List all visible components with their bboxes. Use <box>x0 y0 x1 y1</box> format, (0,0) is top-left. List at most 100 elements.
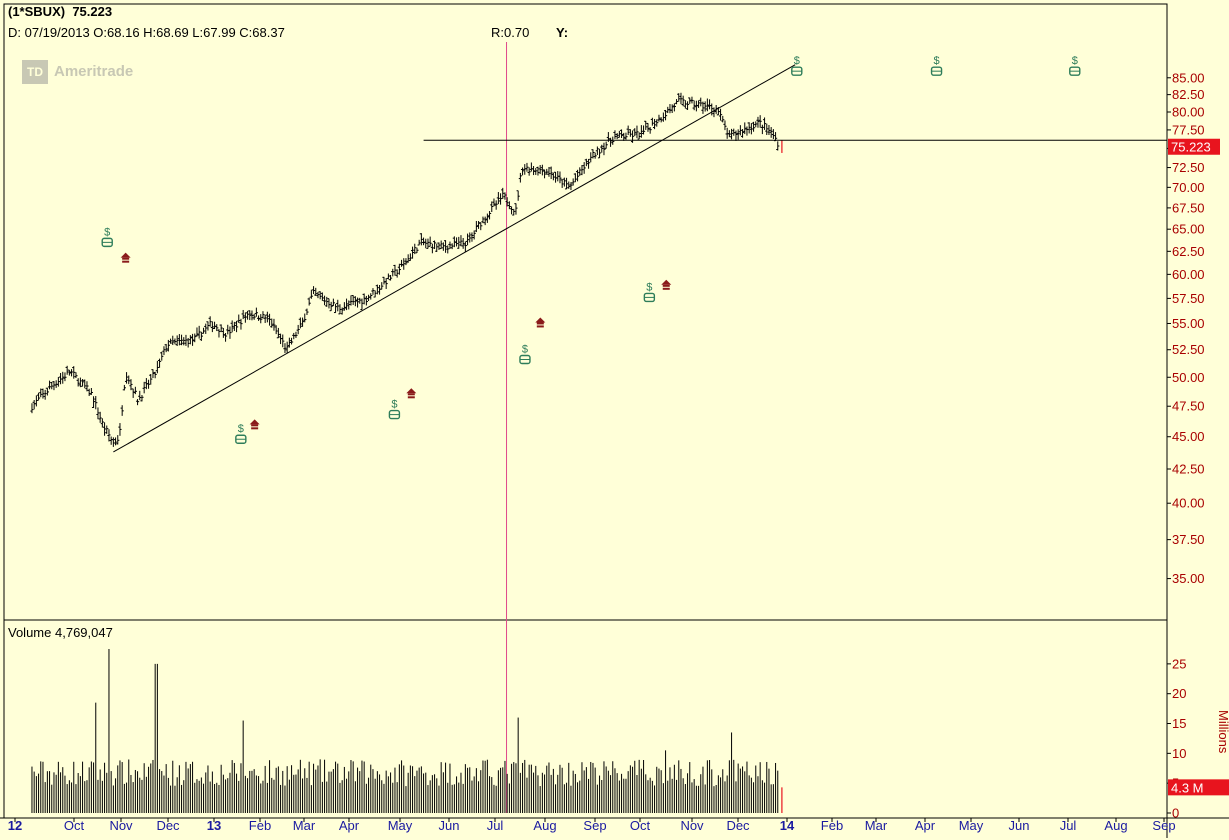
price-bar <box>754 121 758 128</box>
date-tick-label: Oct <box>630 818 651 833</box>
price-bar <box>296 324 300 335</box>
price-bar <box>560 179 564 188</box>
price-bar <box>661 112 665 122</box>
price-bar <box>562 177 566 187</box>
price-bar <box>285 341 289 354</box>
price-bar <box>261 311 265 319</box>
price-bar <box>512 208 516 216</box>
price-bar <box>613 130 617 139</box>
price-bar <box>252 313 256 320</box>
volume-tick-label: 25 <box>1172 656 1186 671</box>
price-bar <box>648 127 652 134</box>
price-bar <box>740 129 745 138</box>
price-bar <box>762 117 767 130</box>
price-bar <box>215 324 219 332</box>
price-bar <box>468 232 472 243</box>
svg-text:$: $ <box>238 423 244 435</box>
price-bar <box>375 284 379 295</box>
volume-tick-label: 15 <box>1172 716 1186 731</box>
price-bar <box>446 245 450 254</box>
svg-text:$: $ <box>522 343 528 355</box>
price-tick-label: 85.00 <box>1172 70 1205 85</box>
price-bar <box>364 295 368 306</box>
price-bar <box>72 366 76 379</box>
price-bar <box>43 389 47 400</box>
price-bar <box>47 380 52 390</box>
price-bar <box>718 108 723 121</box>
price-bar <box>300 317 305 327</box>
current-volume-label: 4.3 M <box>1171 780 1204 795</box>
price-bar <box>208 316 212 327</box>
svg-text:$: $ <box>104 226 110 238</box>
price-bar <box>162 346 166 356</box>
price-bar <box>155 360 159 374</box>
buy-signal-icon: $ <box>791 55 803 76</box>
price-bar <box>153 371 157 379</box>
price-bar <box>186 338 190 348</box>
volume-bars <box>31 648 783 813</box>
price-bar <box>175 335 179 347</box>
price-bar <box>619 129 624 139</box>
price-bar <box>692 100 696 111</box>
price-bar <box>173 338 177 345</box>
price-bar <box>617 130 621 138</box>
price-bar <box>245 310 250 320</box>
date-tick-label: Nov <box>680 818 704 833</box>
price-bar <box>707 99 712 110</box>
price-bar <box>384 278 388 289</box>
price-bar <box>637 132 641 140</box>
price-bar <box>65 365 69 375</box>
price-bar <box>703 101 707 112</box>
price-bar <box>551 172 555 181</box>
price-bar <box>36 392 41 401</box>
price-tick-label: 77.50 <box>1172 122 1205 137</box>
last-price: 75.223 <box>72 4 113 19</box>
price-bar <box>391 268 395 277</box>
price-bar <box>287 337 291 348</box>
price-bar <box>421 237 426 246</box>
chart-frame <box>0 3 1229 838</box>
price-bar <box>309 289 313 299</box>
current-price-tag <box>1168 138 1220 155</box>
svg-text:$: $ <box>794 55 800 67</box>
price-bar <box>395 269 399 278</box>
price-bar <box>116 435 120 445</box>
volume-tick-label: 20 <box>1172 686 1186 701</box>
price-bar <box>223 332 228 342</box>
price-bar <box>564 177 569 190</box>
price-bar <box>327 298 331 309</box>
price-bar <box>402 258 406 270</box>
price-bar <box>454 237 459 247</box>
current-price-label: 75.223 <box>1171 140 1211 155</box>
price-bar <box>540 164 544 176</box>
price-bar <box>536 166 540 176</box>
price-bar <box>776 141 780 151</box>
chart-title: (1*SBUX) 75.223 <box>8 4 113 19</box>
price-bar <box>611 136 615 145</box>
price-bar <box>371 288 375 295</box>
price-bar <box>441 242 445 251</box>
sell-signal-icon <box>120 252 131 263</box>
trendlines <box>113 64 1167 453</box>
price-tick-label: 82.50 <box>1172 87 1205 102</box>
price-bar <box>362 293 366 305</box>
price-bar <box>413 243 417 255</box>
date-tick-label: Oct <box>64 818 85 833</box>
price-bar <box>219 324 223 333</box>
current-volume-tag <box>1168 779 1229 796</box>
date-tick-label: Nov <box>109 818 133 833</box>
price-bar <box>201 327 206 334</box>
price-bar <box>721 115 725 123</box>
price-bar <box>230 320 234 333</box>
price-bar <box>129 379 133 391</box>
price-bar <box>94 395 98 410</box>
volume-value: 4,769,047 <box>55 625 113 640</box>
price-bar <box>239 318 243 330</box>
price-bar <box>100 418 104 428</box>
price-tick-label: 57.50 <box>1172 291 1205 306</box>
price-bar <box>773 132 778 142</box>
price-bar <box>600 144 604 153</box>
price-bar <box>483 216 487 226</box>
price-bar <box>628 129 632 137</box>
